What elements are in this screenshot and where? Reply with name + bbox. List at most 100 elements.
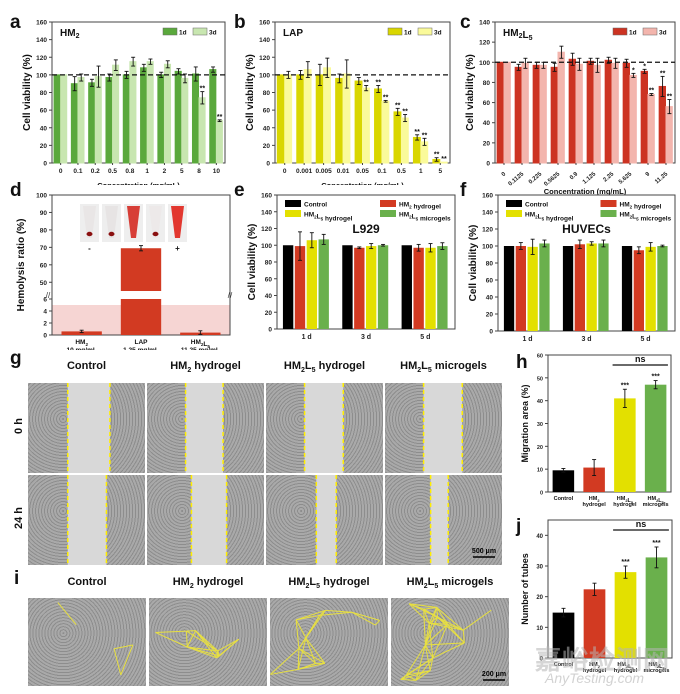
scratch-gap — [430, 475, 449, 565]
bar-1d-5 — [174, 70, 182, 164]
chart-f-huvec-viability: 0 20 40 60 80 100 120 140 160 Cell viability (%) 1… — [468, 193, 676, 343]
y-tick-label: 100 — [479, 60, 490, 67]
scratch-gap — [423, 383, 463, 473]
tube-network-segment — [374, 620, 381, 626]
micrograph-overlay: 500 μm — [429, 475, 496, 565]
column-title: HM2 hydrogel — [170, 360, 241, 375]
micrograph-overlay — [184, 383, 224, 473]
y-tick-label: 40 — [537, 399, 543, 405]
y-tick-label: 120 — [479, 40, 490, 47]
y-tick-label: 120 — [259, 55, 270, 62]
x-tick-label: 10 — [213, 168, 221, 175]
bar-0-3 d — [562, 246, 574, 331]
bar-0-3 d — [342, 245, 353, 329]
x-tick-label: 3 d — [361, 334, 371, 341]
bar-1d-5.625 — [622, 62, 631, 164]
y-tick-label: 80 — [40, 90, 48, 97]
y-axis-label: Cell viability (%) — [22, 54, 33, 131]
legend-label-1d: 1d — [629, 30, 637, 37]
micrograph-overlay — [190, 475, 228, 565]
significance-mark: ** — [383, 94, 389, 101]
chart-title: HM2 — [60, 28, 80, 40]
bar-0 — [552, 470, 575, 492]
tube-network-segment — [114, 644, 133, 650]
bar-1-1 d — [294, 246, 306, 329]
bar-3d-8 — [198, 97, 206, 164]
bar-0-1 d — [282, 245, 294, 329]
tube-label: + — [175, 244, 180, 253]
tube-network-segment — [432, 642, 465, 659]
bar-1d-0.1 — [70, 83, 78, 164]
axis-break-mark: // — [228, 291, 233, 300]
y-tick-label: 120 — [36, 55, 47, 62]
y-tick-label: 0 — [268, 327, 272, 334]
y-tick-label: 100 — [482, 244, 493, 251]
bar-lower-segment — [120, 299, 162, 335]
micrograph-overlay — [57, 602, 134, 676]
x-tick-label: 9 — [645, 171, 652, 178]
x-tick-label-2: hydrogel — [583, 668, 607, 674]
bar-2-1 d — [306, 240, 318, 329]
legend-swatch-1d — [387, 27, 403, 36]
bar-3-5 d — [437, 246, 448, 329]
bar-2-5 d — [425, 247, 436, 329]
x-tick-label-conc: 10 mg/mL — [66, 347, 96, 350]
significance-mark: * — [632, 67, 635, 74]
bar-3d-5 — [181, 77, 189, 164]
y-tick-label: 100 — [36, 72, 47, 79]
x-tick-label: 0.9 — [569, 171, 580, 181]
x-tick-label: 0 — [59, 168, 63, 175]
tube-network-segment — [462, 609, 492, 631]
tube-network-segment — [462, 630, 465, 643]
column-title: HM2 hydrogel — [172, 576, 244, 591]
legend-label: Control — [304, 202, 327, 209]
x-tick-label-sample: HM2 — [75, 339, 88, 347]
tube-label: - — [88, 244, 91, 253]
tube-network-segment — [405, 644, 426, 676]
plot-frame — [494, 21, 676, 164]
bar-3d-1 — [146, 61, 154, 164]
tube-network-segment — [298, 648, 316, 664]
bar-3-5 d — [657, 246, 668, 331]
chart-h-migration-area: 0 10 20 30 40 50 60 Migration area (%) Control HM… — [520, 354, 672, 508]
tube-network-segment — [298, 637, 307, 649]
micrograph — [385, 383, 502, 473]
bar-3d-0 — [284, 74, 293, 164]
x-tick-label: 0.1 — [73, 168, 82, 175]
panel-letter-h: h — [516, 352, 528, 373]
scratch-gap — [67, 383, 110, 473]
y-tick-label: 60 — [40, 262, 48, 269]
bar-2-5 d — [645, 246, 656, 331]
tube-network-segment — [424, 623, 430, 646]
x-axis-label: Concentration (mg/mL) — [321, 181, 404, 185]
y-axis-label: Number of tubes — [520, 553, 530, 625]
x-tick-label: 1 — [419, 168, 423, 175]
significance-mark: ** — [667, 94, 673, 101]
y-axis-label: Hemolysis ratio (%) — [16, 219, 27, 312]
micrograph-overlay — [315, 475, 337, 565]
y-tick-label: 120 — [261, 226, 272, 233]
y-tick-label: 6 — [43, 297, 47, 304]
y-tick-label: 160 — [261, 193, 272, 200]
legend-label: HM2 hydrogel — [399, 202, 441, 211]
x-tick-label: HM2 — [589, 496, 600, 503]
bar-3d-5 — [439, 161, 448, 164]
tube-network-segment — [423, 609, 426, 646]
y-tick-label: 60 — [263, 108, 271, 115]
y-tick-label: 80 — [486, 261, 494, 268]
scratch-gap — [185, 383, 224, 473]
bar-1d-8 — [191, 73, 200, 164]
tube-network-segment — [305, 610, 326, 639]
y-tick-label: 80 — [40, 227, 48, 234]
bar-2-3 d — [366, 246, 377, 329]
legend-swatch-1d — [162, 27, 178, 36]
x-tick-label-2: microgels — [643, 502, 669, 508]
y-tick-label: 40 — [486, 295, 494, 302]
bar-1d-0.2 — [88, 82, 96, 164]
panel-letter-c: c — [460, 12, 471, 33]
bar-upper-segment — [120, 248, 162, 291]
y-tick-label: 100 — [36, 193, 47, 200]
x-tick-label-2: hydrogel — [613, 502, 637, 508]
y-tick-label: 0 — [43, 333, 47, 340]
bar-3d-0.225 — [539, 64, 547, 164]
